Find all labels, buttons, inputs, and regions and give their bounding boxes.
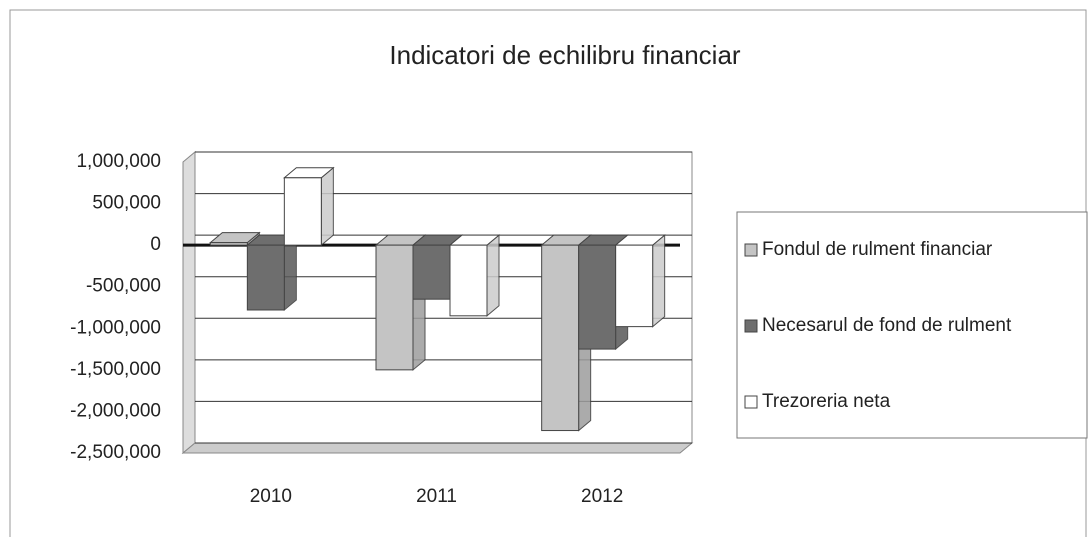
bar <box>449 244 488 317</box>
x-tick-label: 2011 <box>416 486 457 507</box>
bar-side <box>486 234 500 317</box>
bar <box>209 242 248 246</box>
legend-label: Trezoreria neta <box>762 391 891 412</box>
y-tick-label: 1,000,000 <box>76 151 161 172</box>
y-tick-label: 0 <box>150 234 161 255</box>
bar <box>283 177 322 246</box>
legend-label: Necesarul de fond de rulment <box>762 315 1012 336</box>
legend-label: Fondul de rulment financiar <box>762 239 993 260</box>
legend-swatch <box>744 319 758 333</box>
floor <box>181 442 694 454</box>
x-tick-label: 2010 <box>250 486 292 507</box>
y-tick-label: -1,500,000 <box>70 359 161 380</box>
bar <box>375 244 414 371</box>
bar <box>615 244 654 328</box>
chart-title: Indicatori de echilibru financiar <box>389 40 741 70</box>
bar-side <box>283 234 297 312</box>
bar <box>412 244 451 300</box>
bar <box>578 244 617 350</box>
y-tick-label: -2,000,000 <box>70 400 161 421</box>
bar <box>246 244 285 311</box>
x-tick-label: 2012 <box>581 486 623 507</box>
side-wall <box>182 150 196 455</box>
y-tick-label: -1,000,000 <box>70 317 161 338</box>
legend-swatch <box>744 395 758 409</box>
y-tick-label: -500,000 <box>86 276 161 297</box>
bar-side <box>320 166 334 247</box>
y-tick-label: -2,500,000 <box>70 442 161 463</box>
y-tick-label: 500,000 <box>92 193 161 214</box>
legend-swatch <box>744 243 758 257</box>
bar <box>541 244 580 432</box>
bar-side <box>652 234 666 328</box>
legend-box <box>736 211 1088 439</box>
